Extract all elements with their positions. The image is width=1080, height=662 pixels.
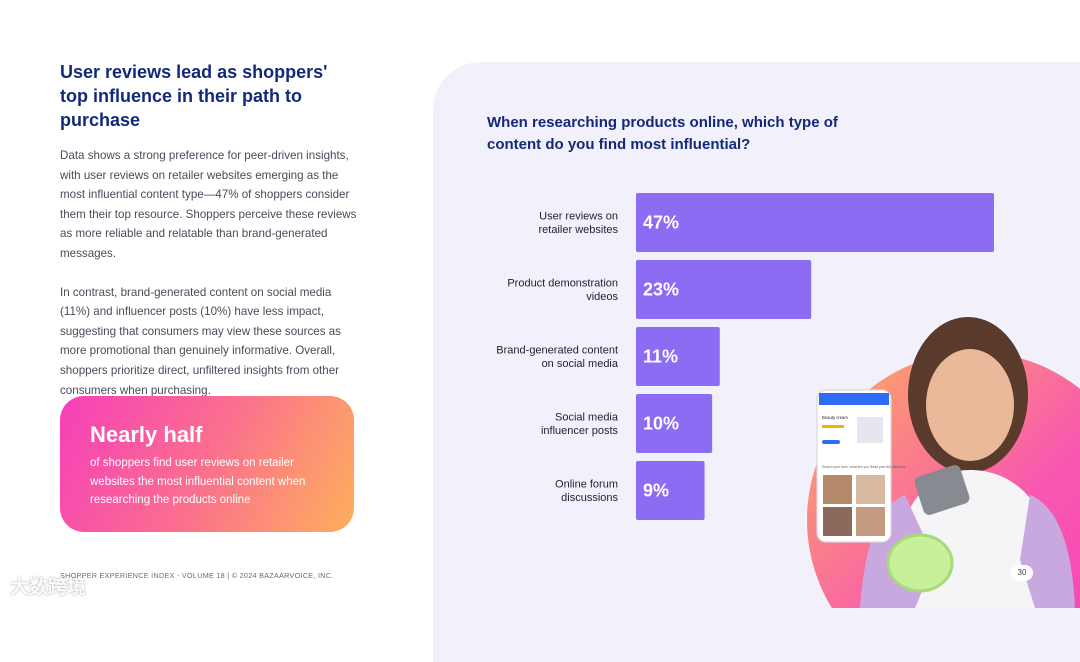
category-label-2-line-1: on social media <box>542 358 619 370</box>
category-label-1-line-1: videos <box>586 291 618 303</box>
bar-0 <box>636 193 994 252</box>
phone-photo-3 <box>823 507 852 536</box>
chart-title: When researching products online, which … <box>487 114 838 153</box>
bar-value-label-2: 11% <box>643 347 678 367</box>
bar-2 <box>636 327 720 386</box>
phone-star-rating <box>822 425 844 428</box>
phone-product-image <box>857 417 883 443</box>
category-label-1-line-0: Product demonstration <box>507 278 618 290</box>
category-label-4-line-1: discussions <box>561 492 618 504</box>
phone-photo-1 <box>823 475 852 504</box>
person-sleeve-right-shape <box>1020 495 1075 608</box>
phone-top-bar <box>819 393 889 405</box>
bar-1 <box>636 260 812 319</box>
bar-value-label-1: 23% <box>643 280 679 300</box>
category-label-4-line-0: Online forum <box>555 479 618 491</box>
intro-section: User reviews lead as shoppers' top influ… <box>60 60 360 400</box>
category-label-0-line-0: User reviews on <box>539 211 618 223</box>
phone-copy-text: Search your fave, what are you Read your… <box>822 465 906 469</box>
phone-button <box>822 440 840 444</box>
page-headline: User reviews lead as shoppers' top influ… <box>60 62 328 130</box>
phone-photo-4 <box>856 507 885 536</box>
category-label-0-line-1: retailer websites <box>539 224 619 236</box>
phone-mockup: Beauty cream Search your fave, what are … <box>816 389 906 543</box>
callout-headline: Nearly half <box>90 422 203 447</box>
intro-paragraph-2: In contrast, brand-generated content on … <box>60 285 341 397</box>
phone-product-title: Beauty cream <box>822 415 848 420</box>
callout-text: of shoppers find user reviews on retaile… <box>90 457 306 506</box>
category-label-3-line-0: Social media <box>555 412 619 424</box>
bar-value-label-3: 10% <box>643 414 679 434</box>
phone-photo-2 <box>856 475 885 504</box>
bar-value-label-0: 47% <box>643 213 679 233</box>
category-label-2-line-0: Brand-generated content <box>496 345 618 357</box>
bar-value-label-4: 9% <box>643 481 669 501</box>
stat-callout-card: Nearly half of shoppers find user review… <box>60 396 354 532</box>
bar-3 <box>636 394 713 453</box>
category-label-3-line-1: influencer posts <box>541 425 619 437</box>
watermark-logo: 大数跨境 <box>10 577 87 598</box>
held-phone-shape <box>914 465 970 515</box>
bar-4 <box>636 461 705 520</box>
footer-copyright: SHOPPER EXPERIENCE INDEX - VOLUME 18 | ©… <box>60 571 334 580</box>
person-face-shape <box>926 349 1014 461</box>
bar-chart: Beauty cream Search your fave, what are … <box>496 193 1080 608</box>
page-number: 30 <box>1011 565 1033 581</box>
intro-paragraph-1: Data shows a strong preference for peer-… <box>60 149 357 260</box>
cream-jar-shape <box>886 533 954 593</box>
